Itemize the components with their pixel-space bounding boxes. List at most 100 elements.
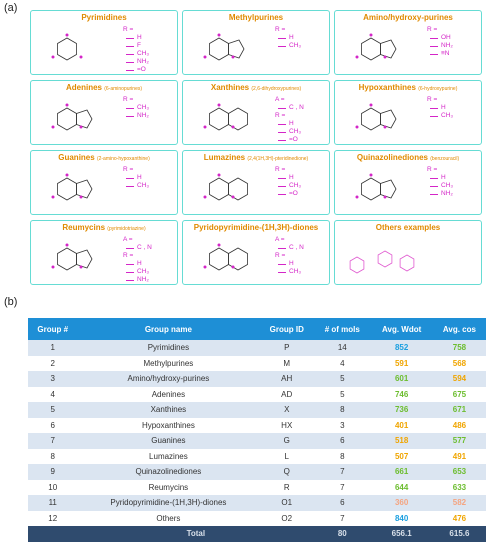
table-cell: Pyrimidines bbox=[77, 340, 260, 356]
structure bbox=[51, 173, 93, 201]
group-subtitle: (2,6-dihydroxypurines) bbox=[251, 86, 302, 92]
table-cell: 7 bbox=[28, 433, 78, 449]
substituent-option: C , N bbox=[123, 244, 152, 252]
group-title: Hypoxanthines bbox=[358, 83, 416, 92]
table-cell: 3 bbox=[28, 371, 78, 387]
ring bbox=[361, 177, 381, 201]
r-site bbox=[369, 33, 373, 37]
substituent-option: H bbox=[275, 260, 304, 268]
table-row: 12 Others O2 7 840 476 bbox=[28, 511, 486, 527]
column-header: Avg. cos bbox=[432, 318, 486, 340]
substituent-lhs: A = bbox=[123, 236, 133, 243]
table-cell: 7 bbox=[314, 464, 371, 480]
table-cell: 4 bbox=[340, 358, 345, 368]
table-cell: M bbox=[283, 358, 291, 368]
table-cell: 6 bbox=[50, 420, 55, 430]
ring bbox=[361, 37, 381, 61]
substituent-option: H bbox=[275, 34, 301, 42]
table-cell: Q bbox=[259, 464, 315, 480]
table-row: 1 Pyrimidines P 14 852 758 bbox=[28, 340, 486, 356]
table-row: 4 Adenines AD 5 746 675 bbox=[28, 387, 486, 403]
ring bbox=[228, 247, 248, 271]
r-site bbox=[203, 55, 207, 59]
box-title: Pyridopyrimidine-(1H,3H)-diones bbox=[183, 223, 329, 232]
structure-box: Pyrimidines R = H F CH₃ NH₂ =O bbox=[30, 10, 178, 75]
substituent-lhs: R = bbox=[123, 26, 134, 33]
substituent-option: =O bbox=[275, 136, 304, 144]
r-site bbox=[79, 195, 83, 199]
table-row: 3 Amino/hydroxy-purines AH 5 601 594 bbox=[28, 371, 486, 387]
group-title: Amino/hydroxy-purines bbox=[363, 13, 453, 22]
substituent-lhs: R = bbox=[123, 252, 134, 259]
substituents: R = H F CH₃ NH₂ =O bbox=[123, 26, 149, 74]
ring bbox=[228, 177, 248, 201]
box-title: Pyrimidines bbox=[31, 13, 177, 22]
substituent-option: CH₃ bbox=[123, 268, 152, 276]
structure bbox=[355, 33, 397, 61]
r-site bbox=[51, 55, 55, 59]
r-site bbox=[79, 55, 83, 59]
ring bbox=[380, 109, 397, 129]
group-title: Lumazines bbox=[203, 153, 246, 162]
substituents: R = CH₃ NH₂ bbox=[123, 96, 149, 120]
structure bbox=[203, 173, 248, 201]
box-title: Amino/hydroxy-purines bbox=[335, 13, 481, 22]
table-cell: 7 bbox=[340, 513, 345, 523]
substituent-option: NH₂ bbox=[123, 58, 149, 66]
table-cell: 486 bbox=[452, 420, 467, 430]
table-cell: 594 bbox=[432, 371, 486, 387]
substituent-option: NH₂ bbox=[427, 190, 453, 198]
table-cell: Amino/hydroxy-purines bbox=[77, 371, 260, 387]
r-site bbox=[217, 103, 221, 107]
table-row: 8 Lumazines L 8 507 491 bbox=[28, 449, 486, 465]
ring bbox=[209, 177, 229, 201]
table-cell: Others bbox=[156, 513, 181, 523]
table-cell: Methylpurines bbox=[143, 358, 194, 368]
ring bbox=[76, 109, 93, 129]
table-row: 6 Hypoxanthines HX 3 401 486 bbox=[28, 418, 486, 434]
table-cell: 582 bbox=[432, 495, 486, 511]
table-cell: 14 bbox=[314, 340, 371, 356]
table-cell: AD bbox=[281, 389, 293, 399]
r-site bbox=[51, 125, 55, 129]
group-title: Others examples bbox=[375, 223, 441, 232]
table-cell: 8 bbox=[340, 451, 345, 461]
table-cell: Adenines bbox=[151, 389, 186, 399]
ring bbox=[228, 107, 248, 131]
column-header: Group ID bbox=[259, 318, 315, 340]
table-cell: 8 bbox=[50, 451, 55, 461]
substituent-lhs: R = bbox=[123, 166, 134, 173]
ring bbox=[76, 179, 93, 199]
r-site bbox=[51, 195, 55, 199]
table-cell: 633 bbox=[452, 482, 467, 492]
structure-box: Others examples bbox=[334, 220, 482, 285]
structure-box: Quinazolinediones (benzouracil) R = H CH₃ NH… bbox=[334, 150, 482, 215]
structure bbox=[355, 103, 397, 131]
table-cell: 12 bbox=[48, 513, 58, 523]
table-cell: 577 bbox=[432, 433, 486, 449]
table-cell: 644 bbox=[394, 482, 409, 492]
column-header: Group name bbox=[77, 318, 260, 340]
table-cell: 3 bbox=[340, 420, 345, 430]
group-subtitle: (benzouracil) bbox=[430, 156, 460, 162]
table-cell: 507 bbox=[394, 451, 409, 461]
substituent-option: CH₃ bbox=[275, 268, 304, 276]
substituent-option: H bbox=[123, 174, 149, 182]
structure bbox=[51, 103, 93, 131]
group-title: Pyrimidines bbox=[81, 13, 127, 22]
table-cell: 758 bbox=[432, 340, 486, 356]
table-cell: Hypoxanthines bbox=[141, 420, 195, 430]
table-cell: HX bbox=[281, 420, 293, 430]
substituent-lhs: R = bbox=[427, 96, 438, 103]
ring bbox=[76, 249, 93, 269]
ring bbox=[380, 39, 397, 59]
structure-box: Lumazines (2,4(1H,3H)-pteridinedione) R =… bbox=[182, 150, 330, 215]
substituent-option: ≡N bbox=[427, 50, 453, 58]
ring bbox=[209, 37, 229, 61]
table-cell: 10 bbox=[48, 482, 58, 492]
column-header: Avg. Wdot bbox=[370, 318, 433, 340]
substituent-lhs: R = bbox=[427, 166, 438, 173]
